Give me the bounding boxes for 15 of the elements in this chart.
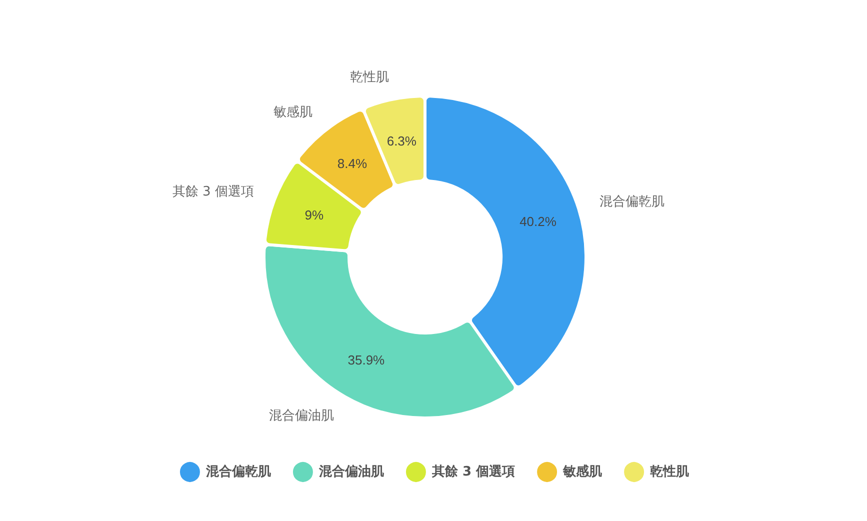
legend-label: 敏感肌: [562, 464, 602, 480]
data-label: 6.3%: [386, 133, 417, 148]
data-label: 35.9%: [348, 352, 386, 368]
slice-label: 敏感肌: [274, 105, 313, 120]
legend-label: 其餘 3 個選項: [430, 464, 516, 480]
data-label: 9%: [304, 208, 324, 223]
legend-label: 混合偏油肌: [318, 464, 384, 480]
slice-label: 其餘 3 個選項: [172, 184, 254, 200]
data-label: 40.2%: [520, 214, 557, 229]
data-label: 8.4%: [337, 156, 368, 171]
legend-label: 乾性肌: [650, 464, 690, 480]
slice-label: 混合偏乾肌: [600, 194, 665, 210]
slice-label: 混合偏油肌: [269, 408, 334, 424]
legend-label: 混合偏乾肌: [204, 464, 271, 480]
slice-label: 乾性肌: [350, 70, 389, 86]
